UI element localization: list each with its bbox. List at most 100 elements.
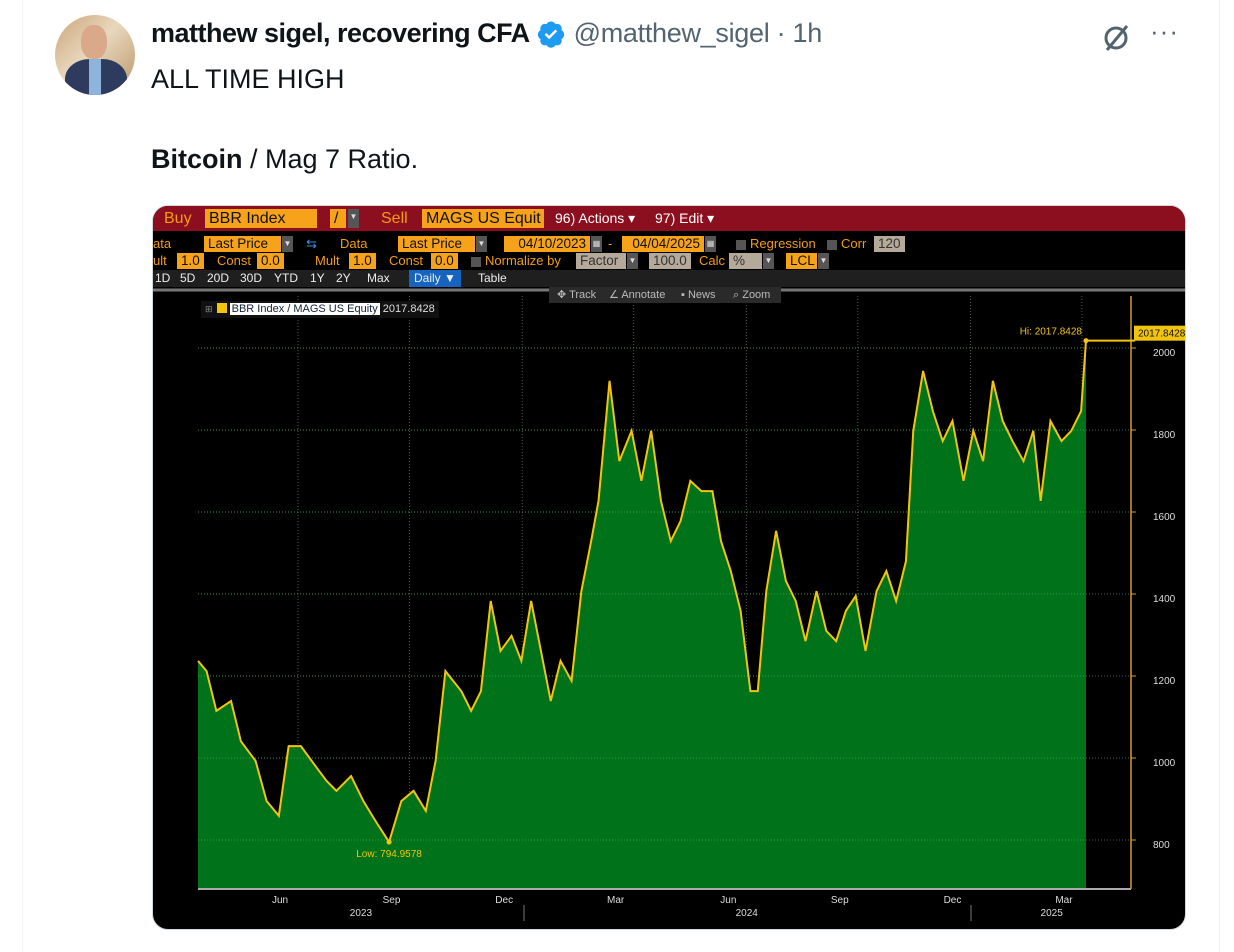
period-1d[interactable]: 1D [155, 271, 171, 285]
bold-word: Bitcoin [151, 144, 243, 174]
tweet-text-line2: Bitcoin / Mag 7 Ratio. [151, 144, 418, 175]
end-date-field[interactable]: 04/04/2025 [622, 236, 704, 252]
chart-legend: ⊞ BBR Index / MAGS US Equity 2017.8428 [201, 301, 439, 318]
verified-badge-icon [537, 21, 564, 48]
data2-label: Data [340, 236, 368, 251]
period-bar: 1D 5D 20D 30D YTD 1Y 2Y Max Daily ▼ Table [153, 270, 1185, 287]
avatar[interactable] [55, 15, 135, 95]
track-label: Track [569, 289, 597, 301]
price-chart[interactable]: 800 1000 1200 1400 1600 1800 2000 Jun Sep Dec Mar J… [153, 287, 1186, 930]
low-marker [386, 839, 392, 845]
calendar-icon[interactable]: ▦ [705, 236, 716, 252]
period-2y[interactable]: 2Y [336, 271, 351, 285]
y-tick-label: 1600 [1153, 512, 1176, 523]
year-label: 2023 [350, 908, 373, 919]
period-20d[interactable]: 20D [207, 271, 230, 285]
last-value-box [1134, 325, 1185, 341]
series-line [197, 340, 1087, 845]
grok-icon[interactable] [1100, 22, 1132, 54]
x-tick-label: Mar [1055, 895, 1073, 906]
x-tick-label: Jun [272, 895, 288, 906]
data-label: ata [153, 236, 172, 251]
period-max[interactable]: Max [367, 271, 390, 285]
frequency-select[interactable]: Daily ▼ [409, 270, 461, 287]
period-ytd[interactable]: YTD [274, 271, 298, 285]
handle-text[interactable]: @matthew_sigel [573, 18, 770, 48]
last-value-label: 2017.8428 [1138, 329, 1186, 340]
start-date-field[interactable]: 04/10/2023 [504, 236, 590, 252]
annotate-button[interactable]: ∠ Annotate [609, 289, 666, 301]
calc-label: Calc [699, 253, 726, 268]
regression-label: Regression [750, 236, 816, 251]
corr-field[interactable]: 120 [874, 236, 905, 252]
calc-select[interactable]: % [729, 253, 762, 269]
table-button[interactable]: Table [478, 271, 507, 285]
dropdown-icon[interactable]: ▼ [818, 253, 829, 269]
const-label: Const [217, 253, 251, 268]
factor-field[interactable]: 100.0 [649, 253, 691, 269]
corr-label: Corr [841, 236, 867, 251]
calendar-icon[interactable]: ▦ [591, 236, 602, 252]
rest-text: / Mag 7 Ratio. [242, 144, 419, 174]
operator-field[interactable]: / [330, 209, 346, 228]
security2-field[interactable]: MAGS US Equit [422, 209, 544, 228]
mult2-field[interactable]: 1.0 [349, 253, 376, 269]
more-options-button[interactable]: ··· [1150, 16, 1179, 46]
field2-select[interactable]: Last Price [398, 236, 475, 252]
card-border-right [1219, 0, 1220, 952]
factor-select[interactable]: Factor [576, 253, 626, 269]
terminal-toolbar: Buy BBR Index / ▼ Sell MAGS US Equit 96)… [153, 206, 1185, 231]
zoom-button[interactable]: ⌕ Zoom [733, 289, 771, 301]
x-tick-label: Sep [383, 895, 401, 906]
author-handle[interactable]: @matthew_sigel · 1h [573, 18, 823, 49]
chart-tools: ✥ Track ∠ Annotate ▪ News ⌕ Zoom [549, 287, 781, 303]
actions-menu[interactable]: 96) Actions ▾ [555, 210, 636, 226]
legend-value: 2017.8428 [382, 303, 435, 315]
dropdown-icon[interactable]: ▼ [476, 236, 487, 252]
y-tick-label: 1400 [1153, 594, 1176, 605]
timestamp[interactable]: 1h [792, 18, 823, 48]
series-swatch [216, 303, 227, 313]
regression-checkbox[interactable] [736, 240, 746, 250]
data-row: ata Last Price ▼ ⇆ Data Last Price ▼ 04/10… [153, 236, 1185, 253]
y-tick-label: 1800 [1153, 430, 1176, 441]
year-label: 2024 [736, 908, 759, 919]
corr-checkbox[interactable] [827, 240, 837, 250]
mult1-field[interactable]: 1.0 [177, 253, 204, 269]
currency-select[interactable]: LCL [786, 253, 817, 269]
const1-field[interactable]: 0.0 [257, 253, 284, 269]
author-name[interactable]: matthew sigel, recovering CFA [151, 18, 530, 48]
x-tick-label: Mar [607, 895, 625, 906]
dropdown-icon[interactable]: ▼ [282, 236, 293, 252]
swap-icon[interactable]: ⇆ [306, 236, 317, 251]
x-tick-label: Sep [831, 895, 849, 906]
y-tick-label: 800 [1153, 840, 1170, 851]
const2-field[interactable]: 0.0 [431, 253, 458, 269]
dropdown-icon[interactable]: ▼ [763, 253, 774, 269]
operator-dropdown-icon[interactable]: ▼ [348, 209, 359, 228]
news-button[interactable]: ▪ News [681, 289, 716, 301]
track-button[interactable]: ✥ Track [557, 289, 597, 301]
normalize-checkbox[interactable] [471, 257, 481, 267]
period-5d[interactable]: 5D [180, 271, 196, 285]
news-label: News [687, 289, 716, 301]
dropdown-icon[interactable]: ▼ [627, 253, 638, 269]
separator: · [776, 18, 786, 48]
tweet-header: matthew sigel, recovering CFA @matthew_s… [151, 18, 822, 49]
period-30d[interactable]: 30D [240, 271, 263, 285]
expand-icon[interactable]: ⊞ [205, 304, 213, 314]
date-dash: - [608, 236, 613, 251]
mult2-label: Mult [315, 253, 340, 268]
tweet-image[interactable]: Buy BBR Index / ▼ Sell MAGS US Equit 96)… [152, 205, 1186, 930]
low-label: Low: 794.9578 [356, 849, 422, 860]
security1-field[interactable]: BBR Index [205, 209, 317, 228]
x-tick-label: Dec [495, 895, 513, 906]
zoom-label: Zoom [742, 289, 771, 301]
area-fill [198, 340, 1086, 889]
year-label: 2025 [1041, 908, 1064, 919]
field1-select[interactable]: Last Price [204, 236, 281, 252]
legend-label: BBR Index / MAGS US Equity [229, 303, 380, 315]
edit-menu[interactable]: 97) Edit ▾ [655, 210, 715, 226]
period-1y[interactable]: 1Y [310, 271, 325, 285]
high-label: Hi: 2017.8428 [1020, 327, 1083, 338]
